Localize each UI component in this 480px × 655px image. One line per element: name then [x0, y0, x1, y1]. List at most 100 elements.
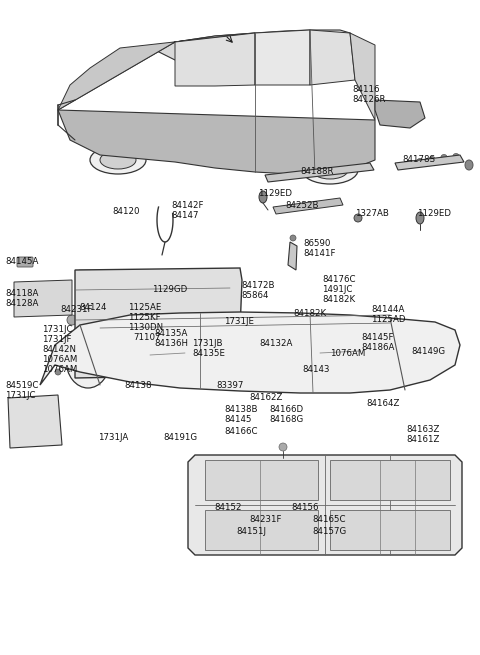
- Polygon shape: [14, 280, 72, 317]
- Polygon shape: [58, 110, 375, 175]
- Ellipse shape: [259, 191, 267, 203]
- Text: 84149G: 84149G: [411, 346, 445, 356]
- Ellipse shape: [279, 443, 287, 451]
- Ellipse shape: [362, 162, 368, 166]
- Text: 84126R: 84126R: [352, 96, 385, 105]
- Ellipse shape: [465, 160, 473, 170]
- Text: 1076AM: 1076AM: [42, 354, 77, 364]
- Text: 1076AM: 1076AM: [42, 364, 77, 373]
- Ellipse shape: [236, 336, 244, 344]
- Ellipse shape: [150, 288, 162, 300]
- Polygon shape: [265, 163, 374, 182]
- Text: 1731JA: 1731JA: [98, 432, 128, 441]
- Text: 84165C: 84165C: [312, 514, 346, 523]
- Text: 84145A: 84145A: [5, 257, 38, 265]
- Polygon shape: [330, 510, 450, 550]
- Text: 84116: 84116: [352, 86, 380, 94]
- Text: 84135E: 84135E: [192, 350, 225, 358]
- Text: 84166C: 84166C: [224, 426, 257, 436]
- Text: 1130DN: 1130DN: [128, 322, 163, 331]
- FancyBboxPatch shape: [17, 257, 33, 267]
- Polygon shape: [375, 100, 425, 128]
- Ellipse shape: [67, 315, 77, 325]
- Text: 1129ED: 1129ED: [258, 189, 292, 198]
- Text: 84178S: 84178S: [402, 155, 435, 164]
- Text: 84157G: 84157G: [312, 527, 346, 536]
- Polygon shape: [255, 30, 310, 85]
- Ellipse shape: [346, 336, 354, 344]
- Text: 84138B: 84138B: [224, 405, 257, 413]
- Polygon shape: [330, 460, 450, 500]
- Text: 84141F: 84141F: [303, 250, 336, 259]
- Text: 84188R: 84188R: [300, 168, 334, 176]
- Ellipse shape: [337, 164, 343, 168]
- Polygon shape: [395, 155, 464, 170]
- Text: 1076AM: 1076AM: [330, 348, 365, 358]
- Text: 1125KF: 1125KF: [128, 312, 161, 322]
- Text: 84142N: 84142N: [42, 345, 76, 354]
- FancyBboxPatch shape: [78, 270, 122, 290]
- Polygon shape: [155, 30, 355, 72]
- Ellipse shape: [144, 328, 152, 336]
- Text: 84124: 84124: [79, 303, 107, 312]
- FancyBboxPatch shape: [128, 270, 167, 288]
- Ellipse shape: [196, 461, 204, 469]
- Ellipse shape: [346, 379, 354, 387]
- Text: 1129GD: 1129GD: [152, 286, 187, 295]
- Text: 1327AB: 1327AB: [355, 210, 389, 219]
- Ellipse shape: [307, 168, 313, 172]
- Polygon shape: [188, 455, 462, 555]
- Ellipse shape: [277, 172, 283, 178]
- Text: 1125AE: 1125AE: [128, 303, 161, 312]
- Text: 71107: 71107: [133, 333, 160, 341]
- Ellipse shape: [429, 157, 435, 162]
- Text: 84138: 84138: [124, 381, 152, 390]
- Ellipse shape: [352, 162, 358, 166]
- Ellipse shape: [453, 153, 459, 159]
- Ellipse shape: [446, 461, 454, 469]
- Ellipse shape: [292, 170, 298, 176]
- Text: 84164Z: 84164Z: [366, 398, 399, 407]
- Ellipse shape: [140, 297, 180, 333]
- Text: 84152: 84152: [214, 502, 241, 512]
- Polygon shape: [310, 30, 355, 85]
- Ellipse shape: [55, 369, 61, 375]
- Text: 84186A: 84186A: [361, 343, 395, 352]
- Text: 84143: 84143: [302, 364, 329, 373]
- Ellipse shape: [446, 546, 454, 554]
- Text: 84120: 84120: [112, 208, 140, 217]
- Text: 84151J: 84151J: [236, 527, 266, 536]
- Ellipse shape: [100, 151, 136, 169]
- Polygon shape: [40, 312, 460, 393]
- Text: 84519C: 84519C: [5, 381, 38, 390]
- Polygon shape: [175, 33, 255, 86]
- Text: 84161Z: 84161Z: [406, 434, 439, 443]
- Text: 1491JC: 1491JC: [322, 286, 352, 295]
- Ellipse shape: [87, 309, 101, 323]
- Ellipse shape: [75, 343, 101, 377]
- Text: 84176C: 84176C: [322, 276, 356, 284]
- Text: 84252B: 84252B: [285, 202, 319, 210]
- Text: 84191G: 84191G: [163, 432, 197, 441]
- Ellipse shape: [354, 214, 362, 222]
- Text: 84172B: 84172B: [241, 282, 275, 291]
- Ellipse shape: [121, 341, 129, 349]
- Text: 86590: 86590: [303, 240, 330, 248]
- Ellipse shape: [236, 376, 244, 384]
- Text: 84182K: 84182K: [293, 310, 326, 318]
- Ellipse shape: [144, 318, 152, 326]
- Ellipse shape: [322, 166, 328, 170]
- Polygon shape: [288, 242, 297, 270]
- Ellipse shape: [390, 341, 416, 375]
- Ellipse shape: [144, 308, 152, 316]
- Polygon shape: [205, 460, 318, 500]
- Text: 84145F: 84145F: [361, 333, 394, 341]
- Text: 84231F: 84231F: [249, 514, 281, 523]
- Text: 1731JC: 1731JC: [5, 390, 36, 400]
- Ellipse shape: [90, 146, 146, 174]
- Ellipse shape: [312, 161, 348, 179]
- Text: 84231F: 84231F: [60, 305, 93, 314]
- Ellipse shape: [417, 159, 423, 164]
- Text: 85864: 85864: [241, 291, 268, 301]
- Text: 84136H: 84136H: [154, 339, 188, 348]
